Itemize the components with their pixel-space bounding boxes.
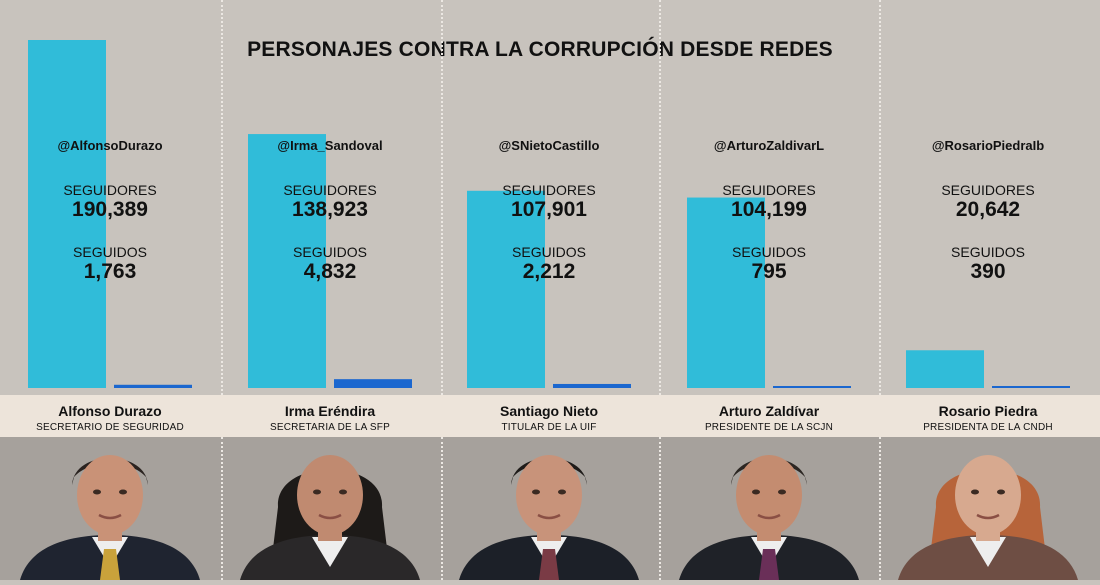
seguidos-bar-2 xyxy=(334,379,412,388)
person-name: Irma Eréndira xyxy=(284,403,376,419)
twitter-handle: @AlfonsoDurazo xyxy=(57,138,163,153)
person-name: Alfonso Durazo xyxy=(58,403,162,419)
stats-santiago-nieto: @SNietoCastillo SEGUIDORES 107,901 SEGUI… xyxy=(439,138,659,284)
seguidos-label: SEGUIDOS xyxy=(293,244,367,260)
person-name: Rosario Piedra xyxy=(938,403,1038,419)
person-silhouette-icon xyxy=(459,455,639,580)
person-silhouette-icon xyxy=(240,455,420,580)
column-divider xyxy=(221,0,223,395)
seguidos-bar-4 xyxy=(773,386,851,388)
seguidores-value: 104,199 xyxy=(731,198,807,221)
seguidos-value: 4,832 xyxy=(303,260,357,283)
person-silhouette-icon xyxy=(898,455,1078,580)
person-label: Arturo Zaldívar PRESIDENTE DE LA SCJN xyxy=(659,403,879,433)
column-divider xyxy=(879,0,881,395)
twitter-handle: @SNietoCastillo xyxy=(498,138,600,153)
twitter-handle: @Irma_Sandoval xyxy=(277,138,383,153)
seguidores-label: SEGUIDORES xyxy=(63,182,157,198)
person-role: SECRETARIO DE SEGURIDAD xyxy=(36,422,184,433)
person-role: TITULAR DE LA UIF xyxy=(501,422,597,433)
twitter-handle: @ArturoZaldivarL xyxy=(713,138,825,153)
seguidos-label: SEGUIDOS xyxy=(732,244,806,260)
seguidores-label: SEGUIDORES xyxy=(722,182,816,198)
seguidos-bar-1 xyxy=(114,384,192,388)
seguidos-label: SEGUIDOS xyxy=(951,244,1025,260)
portrait-divider xyxy=(221,437,223,580)
portrait-2 xyxy=(220,437,440,580)
seguidores-bar-4 xyxy=(687,197,765,388)
seguidos-label: SEGUIDOS xyxy=(73,244,147,260)
seguidos-label: SEGUIDOS xyxy=(512,244,586,260)
column-divider xyxy=(441,0,443,395)
chart-title: PERSONAJES CONTRA LA CORRUPCIÓN DESDE RE… xyxy=(247,38,833,61)
twitter-handle: @RosarioPiedraIb xyxy=(931,138,1045,153)
person-name: Santiago Nieto xyxy=(499,403,598,419)
seguidores-bar-1 xyxy=(28,40,106,388)
portrait-divider xyxy=(879,437,881,580)
person-role: PRESIDENTA DE LA CNDH xyxy=(923,422,1053,433)
seguidores-value: 138,923 xyxy=(292,198,368,221)
stats-irma-erendira: @Irma_Sandoval SEGUIDORES 138,923 SEGUID… xyxy=(220,138,440,284)
bar-chart xyxy=(28,40,1070,388)
person-silhouette-icon xyxy=(679,455,859,580)
seguidores-bar-3 xyxy=(467,190,545,388)
seguidores-label: SEGUIDORES xyxy=(283,182,377,198)
portrait-3 xyxy=(439,437,659,580)
column-divider xyxy=(659,0,661,395)
portrait-4 xyxy=(659,437,879,580)
seguidos-value: 390 xyxy=(970,260,1006,283)
seguidos-bar-5 xyxy=(992,386,1070,388)
seguidores-label: SEGUIDORES xyxy=(502,182,596,198)
seguidores-bar-2 xyxy=(248,134,326,388)
seguidores-bar-5 xyxy=(906,350,984,388)
seguidos-bar-3 xyxy=(553,383,631,388)
person-name: Arturo Zaldívar xyxy=(718,403,820,419)
portrait-divider xyxy=(659,437,661,580)
person-silhouette-icon xyxy=(20,455,200,580)
person-label: Irma Eréndira SECRETARIA DE LA SFP xyxy=(220,403,440,433)
seguidores-value: 107,901 xyxy=(511,198,587,221)
portrait-5 xyxy=(878,437,1098,580)
portrait-1 xyxy=(0,437,220,580)
stats-alfonso-durazo: @AlfonsoDurazo SEGUIDORES 190,389 SEGUID… xyxy=(0,138,220,284)
seguidores-value: 190,389 xyxy=(72,198,148,221)
person-role: PRESIDENTE DE LA SCJN xyxy=(704,422,834,433)
person-label: Alfonso Durazo SECRETARIO DE SEGURIDAD xyxy=(0,403,220,433)
person-role: SECRETARIA DE LA SFP xyxy=(270,422,390,433)
seguidos-value: 2,212 xyxy=(522,260,576,283)
stats-arturo-zaldivar: @ArturoZaldivarL SEGUIDORES 104,199 SEGU… xyxy=(659,138,879,284)
stats-rosario-piedra: @RosarioPiedraIb SEGUIDORES 20,642 SEGUI… xyxy=(878,138,1098,284)
person-label: Santiago Nieto TITULAR DE LA UIF xyxy=(439,403,659,433)
seguidos-value: 1,763 xyxy=(83,260,137,283)
portrait-divider xyxy=(441,437,443,580)
seguidores-label: SEGUIDORES xyxy=(941,182,1035,198)
seguidos-value: 795 xyxy=(751,260,787,283)
name-band: Alfonso Durazo SECRETARIO DE SEGURIDAD I… xyxy=(0,395,1100,437)
person-label: Rosario Piedra PRESIDENTA DE LA CNDH xyxy=(878,403,1098,433)
seguidores-value: 20,642 xyxy=(955,198,1021,221)
